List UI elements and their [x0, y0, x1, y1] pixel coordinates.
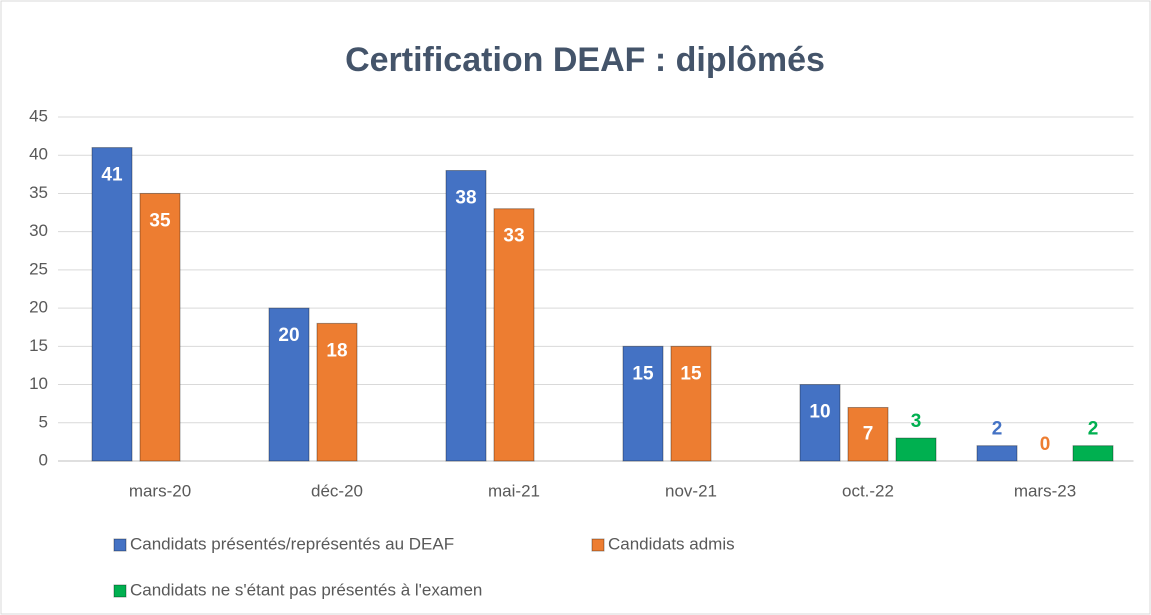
legend-label: Candidats admis: [608, 534, 735, 553]
value-label: 18: [326, 340, 347, 361]
bar: [670, 345, 712, 462]
x-tick-label: nov-21: [665, 481, 717, 500]
y-tick-label: 15: [29, 336, 48, 355]
x-tick-label: mars-23: [1014, 481, 1076, 500]
y-tick-label: 10: [29, 374, 48, 393]
x-tick-label: oct.-22: [842, 481, 894, 500]
y-tick-label: 45: [29, 106, 48, 125]
value-label: 41: [101, 165, 123, 186]
value-label: 0: [1040, 434, 1051, 455]
value-label: 3: [911, 411, 922, 432]
y-tick-label: 30: [29, 221, 48, 240]
bar: [847, 406, 889, 462]
bar: [91, 147, 133, 462]
bar: [139, 192, 181, 462]
bar: [445, 170, 487, 462]
bar: [799, 384, 841, 462]
value-label: 35: [149, 210, 171, 231]
y-tick-label: 40: [29, 145, 48, 164]
legend-label: Candidats ne s'étant pas présentés à l'e…: [130, 580, 482, 599]
y-tick-label: 20: [29, 298, 48, 317]
value-label: 38: [455, 188, 476, 209]
value-label: 7: [863, 423, 874, 444]
x-tick-label: mai-21: [488, 481, 540, 500]
bar: [493, 208, 535, 462]
value-label: 15: [632, 363, 654, 384]
value-label: 2: [1088, 419, 1099, 440]
value-label: 2: [992, 419, 1003, 440]
value-label: 20: [278, 325, 299, 346]
bar: [268, 307, 310, 462]
y-tick-label: 35: [29, 183, 48, 202]
legend-swatch: [591, 538, 605, 552]
value-label: 15: [680, 363, 702, 384]
bar: [976, 445, 1018, 462]
bar: [622, 345, 664, 462]
y-tick-label: 25: [29, 259, 48, 278]
legend-label: Candidats présentés/représentés au DEAF: [130, 534, 454, 553]
bar: [895, 437, 937, 462]
x-tick-label: déc-20: [311, 481, 363, 500]
x-tick-label: mars-20: [129, 481, 191, 500]
value-label: 33: [503, 226, 524, 247]
value-label: 10: [809, 402, 830, 423]
legend-swatch: [113, 584, 127, 598]
bar: [316, 322, 358, 462]
y-tick-label: 5: [39, 412, 48, 431]
chart-title: Certification DEAF : diplômés: [345, 41, 825, 79]
legend-swatch: [113, 538, 127, 552]
y-tick-label: 0: [39, 450, 48, 469]
bar: [1072, 445, 1114, 462]
